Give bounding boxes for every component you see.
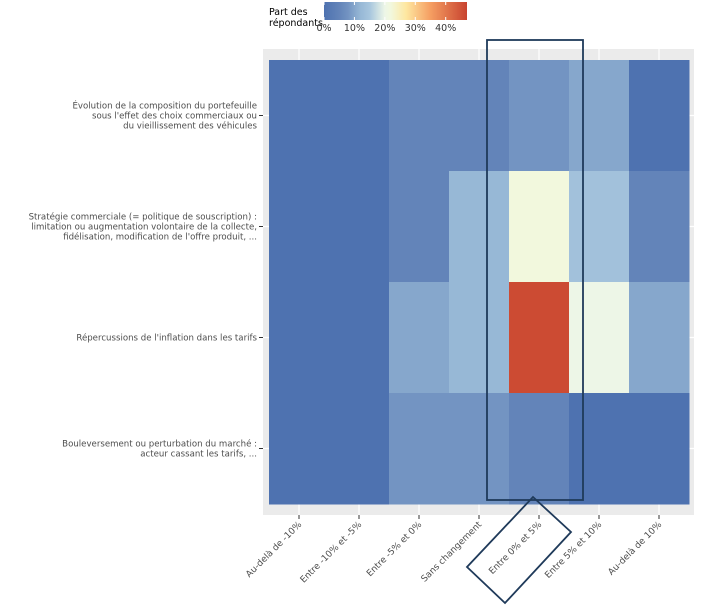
x-tick-label: Au-delà de 10% [607, 520, 665, 578]
y-tick-label: Répercussions de l'inflation dans les ta… [76, 333, 257, 344]
heatmap-tile [329, 60, 390, 172]
heatmap-tile [269, 171, 330, 283]
heatmap-tile [389, 60, 450, 172]
highlight-label-box [465, 495, 573, 605]
legend-tick-label: 0% [316, 23, 331, 34]
heatmap-tile [569, 393, 630, 505]
heatmap-tile [329, 393, 390, 505]
y-tick-label-line: du vieillissement des véhicules [123, 121, 257, 132]
heatmap-tile [569, 282, 630, 394]
heatmap-tile [629, 171, 690, 283]
legend-colorbar [324, 2, 467, 20]
x-tick-label: Entre 5% et 10% [543, 520, 604, 581]
heatmap-tile [449, 171, 510, 283]
heatmap-tile [269, 282, 330, 394]
y-tick-label-line: limitation ou augmentation volontaire de… [31, 223, 257, 233]
legend-title-line1: Part des [269, 7, 308, 18]
y-tick-label-line: Évolution de la composition du portefeui… [72, 100, 257, 112]
x-tick-label: Au-delà de -10% [244, 520, 304, 580]
legend: Part des répondants 0% 10% 20% 30% 40% [269, 2, 467, 34]
y-tick-label: Évolution de la composition du portefeui… [72, 100, 257, 132]
y-tick-label: Stratégie commerciale (= politique de so… [29, 212, 257, 243]
x-tick-label: Entre -10% et -5% [299, 520, 365, 586]
legend-tick-label: 40% [435, 23, 456, 34]
x-tick-label: Entre 0% et 5% [487, 520, 544, 577]
y-tick-label: Bouleversement ou perturbation du marché… [62, 439, 257, 460]
heatmap-tile [629, 393, 690, 505]
y-tick-label-line: Répercussions de l'inflation dans les ta… [76, 333, 257, 344]
heatmap-tile [509, 60, 570, 172]
heatmap-tile [389, 393, 450, 505]
heatmap-tile [509, 282, 570, 394]
heatmap-tile [569, 171, 630, 283]
heatmap-tile [389, 171, 450, 283]
y-tick-label-line: Bouleversement ou perturbation du marché… [62, 439, 257, 450]
heatmap-tile [509, 171, 570, 283]
y-tick-label-line: Stratégie commerciale (= politique de so… [29, 212, 257, 223]
y-tick-label-line: acteur cassant les tarifs, ... [140, 450, 257, 460]
heatmap-tile [509, 393, 570, 505]
heatmap-tile [269, 393, 330, 505]
y-tick-label-line: fidélisation, modification de l'offre pr… [63, 232, 257, 243]
heatmap-tile [449, 393, 510, 505]
heatmap-tile [629, 282, 690, 394]
legend-tick-label: 20% [374, 23, 395, 34]
heatmap-tile [569, 60, 630, 172]
heatmap-tile [269, 60, 330, 172]
heatmap-tile [629, 60, 690, 172]
y-tick-label-line: sous l'effet des choix commerciaux ou [92, 112, 257, 122]
heatmap-tile [449, 60, 510, 172]
heatmap-tile [389, 282, 450, 394]
x-tick-label: Entre -5% et 0% [365, 520, 424, 579]
heatmap-tile [329, 282, 390, 394]
legend-title-line2: répondants [269, 18, 323, 29]
legend-tick-label: 30% [405, 23, 426, 34]
heatmap-tile [449, 282, 510, 394]
legend-tick-label: 10% [344, 23, 365, 34]
highlight-annotation [465, 39, 584, 605]
heatmap-tile [329, 171, 390, 283]
